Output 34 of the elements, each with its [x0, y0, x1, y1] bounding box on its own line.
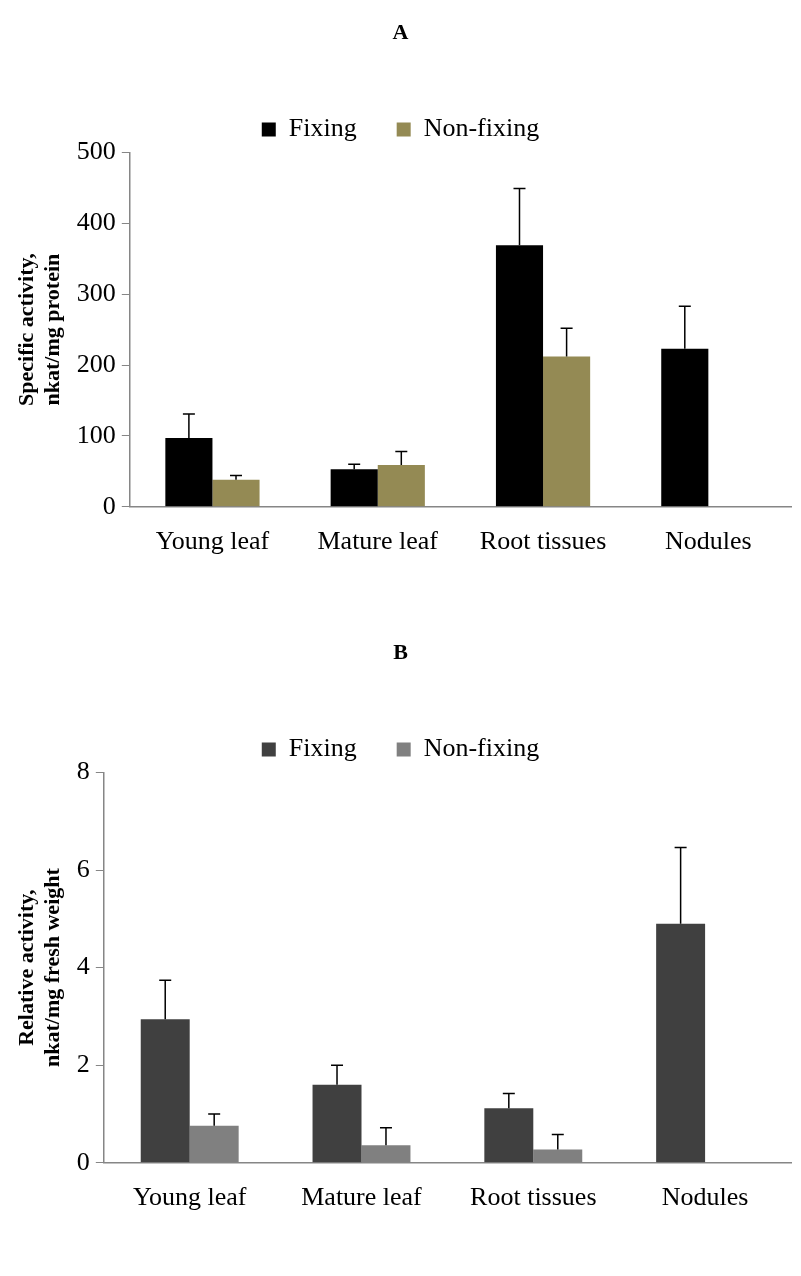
y-tick-label: 0	[76, 1146, 90, 1176]
chart-title: A	[392, 18, 409, 44]
y-tick-label: 0	[102, 490, 116, 520]
x-tick-label: Young leaf	[155, 526, 270, 556]
y-tick-label: 100	[76, 419, 116, 449]
y-tick-label: 200	[76, 348, 116, 378]
y-axis-title: Specific activity, nkat/mg protein	[12, 253, 65, 406]
chart-title: B	[393, 638, 409, 664]
x-tick-label: Nodules	[661, 1182, 749, 1212]
x-tick-label: Mature leaf	[301, 1182, 423, 1212]
bar	[484, 1108, 534, 1163]
bar	[312, 1084, 362, 1163]
y-axis-title: Relative activity, nkat/mg fresh weight	[12, 867, 65, 1068]
bar	[543, 356, 591, 507]
y-tick-label: 2	[76, 1049, 90, 1079]
legend-label: Fixing	[288, 113, 357, 143]
bar	[656, 923, 706, 1163]
y-tick-label: 500	[76, 136, 116, 166]
legend-label: Non-fixing	[423, 113, 540, 143]
x-tick-label: Young leaf	[132, 1182, 247, 1212]
y-tick-label: 400	[76, 207, 116, 237]
y-tick-label: 8	[76, 756, 90, 786]
x-tick-label: Nodules	[665, 526, 752, 556]
bar	[377, 464, 425, 507]
bar	[140, 1019, 190, 1163]
bar	[212, 479, 260, 507]
x-tick-label: Root tissues	[479, 526, 607, 556]
y-tick-label: 6	[76, 853, 90, 883]
y-tick-label: 4	[76, 951, 90, 981]
x-tick-label: Mature leaf	[317, 526, 439, 556]
legend-label: Fixing	[288, 733, 357, 763]
legend-label: Non-fixing	[423, 733, 540, 763]
x-tick-label: Root tissues	[470, 1182, 597, 1212]
y-tick-label: 300	[76, 277, 116, 307]
